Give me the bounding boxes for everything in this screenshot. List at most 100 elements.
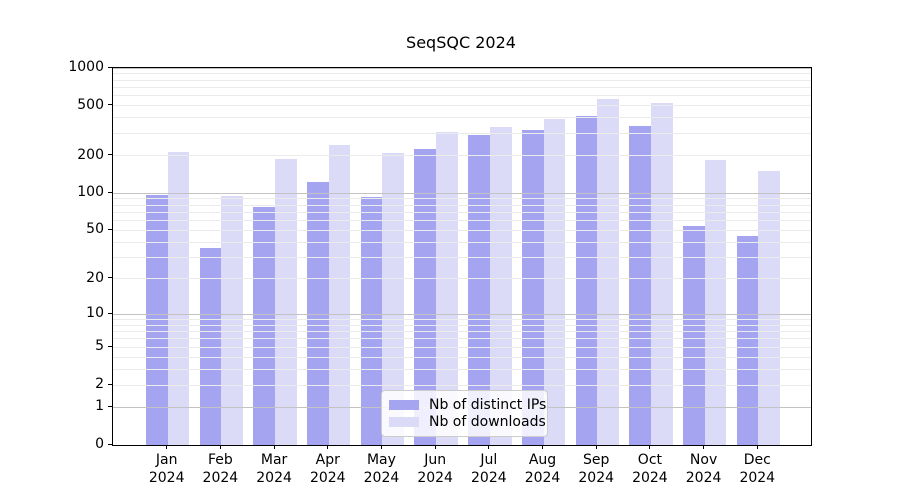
y-axis-tick xyxy=(108,66,112,68)
gridline-minor xyxy=(113,338,811,340)
x-axis-tick xyxy=(756,445,758,449)
gridline-minor xyxy=(113,155,811,157)
bar-mar-downloads xyxy=(275,158,297,445)
x-axis-tick xyxy=(327,445,329,449)
x-axis-tick xyxy=(595,445,597,449)
gridline-minor xyxy=(113,229,811,231)
y-axis-tick xyxy=(108,312,112,314)
x-tick-label: Jan 2024 xyxy=(148,452,185,486)
gridline-minor xyxy=(113,133,811,135)
bar-aug-distinct-ips xyxy=(521,129,544,445)
gridline-major xyxy=(113,313,811,315)
x-axis-tick xyxy=(166,445,168,449)
bar-sep-distinct-ips xyxy=(575,115,598,445)
bar-may-downloads xyxy=(382,153,405,445)
x-axis-tick xyxy=(703,445,705,449)
y-axis-tick xyxy=(108,191,112,193)
x-tick-label: Jul 2024 xyxy=(471,452,507,486)
chart-title: SeqSQC 2024 xyxy=(406,33,516,52)
y-axis-tick xyxy=(108,443,112,445)
plot-area: Nb of distinct IPs Nb of downloads xyxy=(112,67,812,446)
y-tick-label: 2 xyxy=(95,376,104,393)
y-axis-tick xyxy=(108,104,112,106)
x-tick-label: Aug 2024 xyxy=(524,452,561,486)
y-tick-label: 100 xyxy=(77,184,104,201)
bar-feb-downloads xyxy=(221,195,244,445)
legend-label: Nb of downloads xyxy=(429,414,546,431)
bar-mar-distinct-ips xyxy=(253,207,276,445)
x-axis-tick xyxy=(649,445,651,449)
gridline-minor xyxy=(113,95,811,97)
y-tick-label: 0 xyxy=(95,436,104,452)
gridline-minor xyxy=(113,257,811,259)
gridline-minor xyxy=(113,220,811,222)
y-tick-label: 5 xyxy=(95,338,104,355)
gridline-major xyxy=(113,67,811,69)
bar-oct-distinct-ips xyxy=(629,125,651,445)
legend-item: Nb of downloads xyxy=(389,414,546,432)
legend: Nb of distinct IPs Nb of downloads xyxy=(381,390,548,437)
gridline-minor xyxy=(113,117,811,119)
gridline-minor xyxy=(113,105,811,107)
y-axis-tick xyxy=(108,154,112,156)
x-tick-label: Nov 2024 xyxy=(685,452,722,486)
gridline-minor xyxy=(113,324,811,326)
y-tick-label: 10 xyxy=(86,305,104,322)
gridline-minor xyxy=(113,211,811,213)
gridline-minor xyxy=(113,79,811,81)
x-tick-label: Oct 2024 xyxy=(632,452,668,486)
legend-label: Nb of distinct IPs xyxy=(429,396,547,413)
y-tick-label: 1000 xyxy=(68,59,104,75)
x-axis-tick xyxy=(434,445,436,449)
gridline-minor xyxy=(113,241,811,243)
y-axis-tick xyxy=(108,383,112,385)
y-tick-label: 20 xyxy=(86,269,104,286)
bar-nov-downloads xyxy=(704,160,727,445)
x-tick-label: May 2024 xyxy=(363,452,400,486)
bar-nov-distinct-ips xyxy=(682,226,705,445)
bar-jul-downloads xyxy=(489,126,512,445)
gridline-minor xyxy=(113,73,811,75)
y-tick-label: 500 xyxy=(77,96,104,113)
gridline-minor xyxy=(113,331,811,333)
y-axis-tick xyxy=(108,228,112,230)
legend-swatch-distinct-ips xyxy=(389,399,419,410)
bar-oct-downloads xyxy=(650,103,673,445)
x-tick-label: Feb 2024 xyxy=(202,452,239,486)
x-tick-label: Apr 2024 xyxy=(309,452,346,486)
x-tick-label: Jun 2024 xyxy=(417,452,453,486)
bar-jan-downloads xyxy=(167,151,190,445)
gridline-minor xyxy=(113,278,811,280)
gridline-minor xyxy=(113,346,811,348)
bar-jun-downloads xyxy=(436,131,458,445)
x-tick-label: Sep 2024 xyxy=(578,452,615,486)
gridline-minor xyxy=(113,384,811,386)
x-tick-label: Dec 2024 xyxy=(739,452,776,486)
bar-jun-distinct-ips xyxy=(414,149,437,445)
gridline-minor xyxy=(113,204,811,206)
bar-dec-downloads xyxy=(758,171,780,445)
x-axis-tick xyxy=(273,445,275,449)
x-axis-tick xyxy=(380,445,382,449)
gridline-minor xyxy=(113,198,811,200)
y-axis-tick xyxy=(108,277,112,279)
bar-aug-downloads xyxy=(543,119,566,445)
gridline-minor xyxy=(113,356,811,358)
y-axis-tick xyxy=(108,345,112,347)
y-tick-label: 200 xyxy=(77,146,104,163)
bar-sep-downloads xyxy=(597,98,619,445)
bar-dec-distinct-ips xyxy=(736,236,759,445)
legend-swatch-downloads xyxy=(389,417,419,428)
bar-apr-downloads xyxy=(328,145,351,445)
x-tick-label: Mar 2024 xyxy=(256,452,292,486)
y-axis-tick xyxy=(108,405,112,407)
legend-item: Nb of distinct IPs xyxy=(389,396,546,414)
gridline-minor xyxy=(113,318,811,320)
gridline-minor xyxy=(113,368,811,370)
gridline-major xyxy=(113,192,811,194)
bar-may-distinct-ips xyxy=(360,196,383,445)
x-axis-tick xyxy=(488,445,490,449)
y-tick-label: 50 xyxy=(86,221,104,238)
x-axis-tick xyxy=(219,445,221,449)
x-axis-tick xyxy=(542,445,544,449)
